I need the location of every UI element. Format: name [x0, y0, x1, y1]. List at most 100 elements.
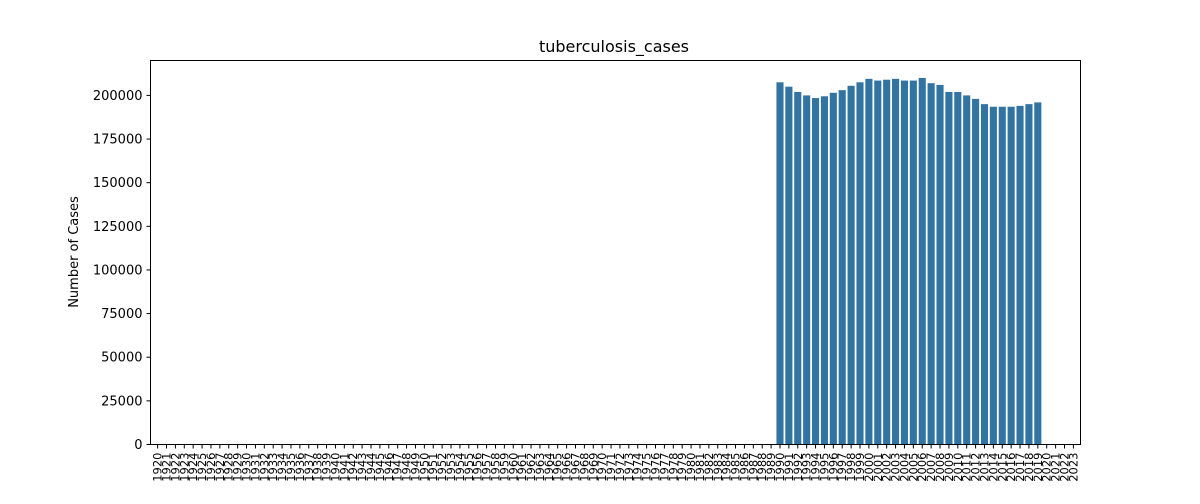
bar-1995 — [820, 96, 828, 445]
x-tick-label: 1955 — [462, 453, 476, 482]
x-tick-label: 1951 — [426, 453, 440, 482]
x-tick-label: 1946 — [382, 453, 396, 482]
bar-2008 — [936, 84, 944, 445]
x-tick-label: 2019 — [1031, 453, 1045, 482]
x-tick-label: 1979 — [675, 453, 689, 482]
x-tick-label: 1925 — [195, 453, 209, 482]
x-tick-label: 1978 — [666, 453, 680, 482]
y-tick-label: 50000 — [101, 351, 142, 366]
bar-1992 — [794, 91, 802, 445]
bar-2003 — [892, 78, 900, 445]
x-tick-label: 2001 — [871, 453, 885, 482]
y-tick-label: 75000 — [101, 307, 142, 322]
bar-2001 — [874, 80, 882, 445]
x-tick-label: 2011 — [960, 453, 974, 482]
bar-2010 — [954, 91, 962, 445]
x-tick-label: 1941 — [337, 453, 351, 482]
x-tick-label: 1921 — [160, 453, 174, 482]
y-tick-label: 175000 — [93, 133, 143, 148]
bar-2004 — [900, 80, 909, 445]
x-tick-label: 1923 — [177, 453, 191, 482]
bar-1994 — [811, 98, 820, 445]
x-tick-label: 2006 — [915, 453, 929, 482]
x-tick-label: 1981 — [693, 453, 707, 482]
x-tick-label: 2007 — [924, 453, 938, 482]
bar-2009 — [945, 91, 953, 445]
x-tick-label: 2017 — [1013, 453, 1027, 482]
x-tick-label: 1990 — [773, 453, 787, 482]
x-tick-label: 1989 — [764, 453, 778, 482]
x-tick-label: 1980 — [684, 453, 698, 482]
x-tick-label: 1971 — [604, 453, 618, 482]
x-tick-label: 1935 — [284, 453, 298, 482]
x-tick-label: 1983 — [711, 453, 725, 482]
bar-2011 — [963, 95, 971, 445]
x-tick-label: 1977 — [657, 453, 671, 482]
x-tick-label: 2015 — [995, 453, 1009, 482]
y-tick-label: 200000 — [93, 89, 143, 104]
x-tick-label: 1928 — [222, 453, 236, 482]
x-tick-label: 1966 — [560, 453, 574, 482]
x-tick-label: 2021 — [1049, 453, 1063, 482]
x-tick-label: 1953 — [444, 453, 458, 482]
x-tick-label: 2005 — [906, 453, 920, 482]
y-tick-label: 100000 — [93, 263, 143, 278]
bar-2012 — [972, 98, 980, 445]
x-tick-label: 1993 — [800, 453, 814, 482]
x-tick-label: 1940 — [328, 453, 342, 482]
x-tick-label: 2002 — [880, 453, 894, 482]
x-tick-label: 1942 — [346, 453, 360, 482]
x-tick-label: 1939 — [320, 453, 334, 482]
x-tick-label: 1932 — [257, 453, 271, 482]
chart-title: tuberculosis_cases — [539, 37, 689, 57]
x-tick-label: 2000 — [862, 453, 876, 482]
x-tick-label: 2013 — [977, 453, 991, 482]
x-tick-label: 1974 — [631, 453, 645, 482]
x-tick-label: 1998 — [844, 453, 858, 482]
x-tick-label: 2009 — [942, 453, 956, 482]
x-tick-label: 1976 — [649, 453, 663, 482]
x-tick-label: 1986 — [737, 453, 751, 482]
x-tick-label: 1937 — [302, 453, 316, 482]
x-tick-label: 1944 — [364, 453, 378, 482]
x-tick-label: 2020 — [1040, 453, 1054, 482]
x-tick-label: 1920 — [151, 453, 165, 482]
x-tick-label: 1943 — [355, 453, 369, 482]
bar-1990 — [776, 82, 784, 445]
bar-2007 — [927, 83, 935, 445]
x-tick-label: 2008 — [933, 453, 947, 482]
x-tick-label: 1962 — [524, 453, 538, 482]
bar-2014 — [989, 106, 997, 445]
x-tick-label: 1938 — [311, 453, 325, 482]
x-tick-label: 2022 — [1058, 453, 1072, 482]
bar-1991 — [785, 86, 793, 445]
x-tick-label: 1958 — [488, 453, 502, 482]
x-tick-label: 1991 — [782, 453, 796, 482]
bar-2019 — [1034, 102, 1042, 445]
bar-2013 — [980, 104, 989, 445]
plot-frame — [150, 60, 1081, 445]
x-tick-label: 1992 — [791, 453, 805, 482]
x-tick-label: 2004 — [897, 453, 911, 482]
x-tick-label: 1960 — [506, 453, 520, 482]
bar-1998 — [847, 85, 855, 445]
x-tick-label: 1972 — [613, 453, 627, 482]
y-tick-label: 125000 — [93, 220, 143, 235]
x-tick-label: 1945 — [373, 453, 387, 482]
x-tick-label: 1967 — [568, 453, 582, 482]
bar-1997 — [838, 90, 846, 445]
x-tick-label: 1957 — [480, 453, 494, 482]
x-tick-label: 1969 — [586, 453, 600, 482]
bar-1993 — [803, 95, 811, 445]
x-tick-label: 1999 — [853, 453, 867, 482]
bar-2006 — [918, 77, 926, 445]
x-tick-label: 1961 — [515, 453, 529, 482]
x-tick-label: 1965 — [551, 453, 565, 482]
x-tick-label: 1922 — [168, 453, 182, 482]
x-tick-label: 2012 — [969, 453, 983, 482]
y-axis-label: Number of Cases — [67, 196, 82, 308]
x-tick-label: 1936 — [293, 453, 307, 482]
x-tick-label: 1949 — [408, 453, 422, 482]
